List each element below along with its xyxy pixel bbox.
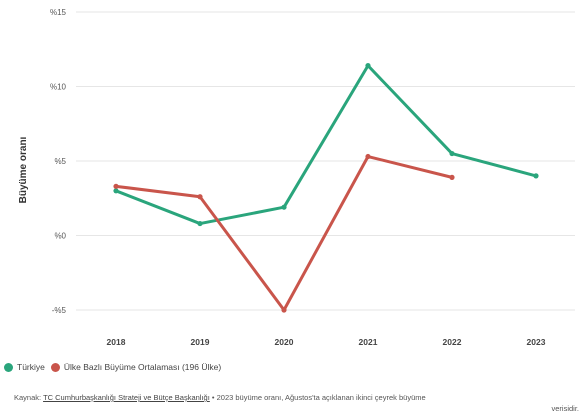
grid-lines	[76, 11, 575, 311]
legend-item-turkiye[interactable]: Türkiye	[4, 362, 45, 372]
x-tick-label: 2019	[191, 337, 210, 347]
data-point-1-3	[365, 153, 371, 160]
data-point-0-4	[449, 150, 455, 157]
x-tick-label: 2021	[359, 337, 378, 347]
y-tick-label: %10	[50, 83, 67, 92]
y-tick-label: -%5	[52, 306, 67, 315]
data-point-0-3	[365, 63, 371, 69]
legend-swatch-turkiye	[4, 362, 13, 372]
source-note: Kaynak: TC Cumhurbaşkanlığı Strateji ve …	[14, 392, 579, 414]
x-tick-label: 2018	[107, 337, 126, 347]
source-tail: verisidir.	[551, 404, 579, 413]
x-tick-label: 2023	[527, 337, 546, 347]
x-axis-ticks: 2018 2019 2020 2021 2022 2023	[107, 337, 546, 347]
y-tick-label: %15	[50, 8, 67, 17]
legend: Türkiye Ülke Bazlı Büyüme Ortalaması (19…	[4, 362, 221, 372]
legend-swatch-average	[50, 362, 60, 372]
data-point-0-0	[113, 188, 119, 194]
x-tick-label: 2022	[443, 337, 462, 347]
legend-label-turkiye: Türkiye	[17, 362, 45, 372]
data-point-0-5	[533, 173, 539, 179]
y-tick-label: %5	[54, 157, 66, 166]
series-line-0	[114, 64, 538, 226]
data-point-0-1	[197, 220, 203, 227]
x-tick-label: 2020	[275, 337, 294, 347]
data-point-1-4	[449, 174, 455, 180]
legend-item-average[interactable]: Ülke Bazlı Büyüme Ortalaması (196 Ülke)	[50, 362, 222, 372]
source-prefix: Kaynak:	[14, 393, 44, 402]
y-axis-label: Büyüme oranı	[18, 136, 29, 203]
legend-label-average: Ülke Bazlı Büyüme Ortalaması (196 Ülke)	[63, 362, 222, 372]
data-point-0-2	[281, 204, 287, 210]
source-text: • 2023 büyüme oranı, Ağustos'ta açıklana…	[209, 393, 426, 402]
series-line-1	[114, 155, 454, 312]
data-point-1-1	[197, 194, 203, 200]
data-point-1-2	[281, 307, 287, 313]
series-lines	[113, 63, 539, 313]
source-link[interactable]: TC Cumhurbaşkanlığı Strateji ve Bütçe Ba…	[43, 393, 210, 402]
y-axis-ticks: -%5 %0 %5 %10 %15	[50, 8, 67, 315]
y-tick-label: %0	[54, 232, 66, 241]
data-point-1-0	[113, 183, 119, 189]
